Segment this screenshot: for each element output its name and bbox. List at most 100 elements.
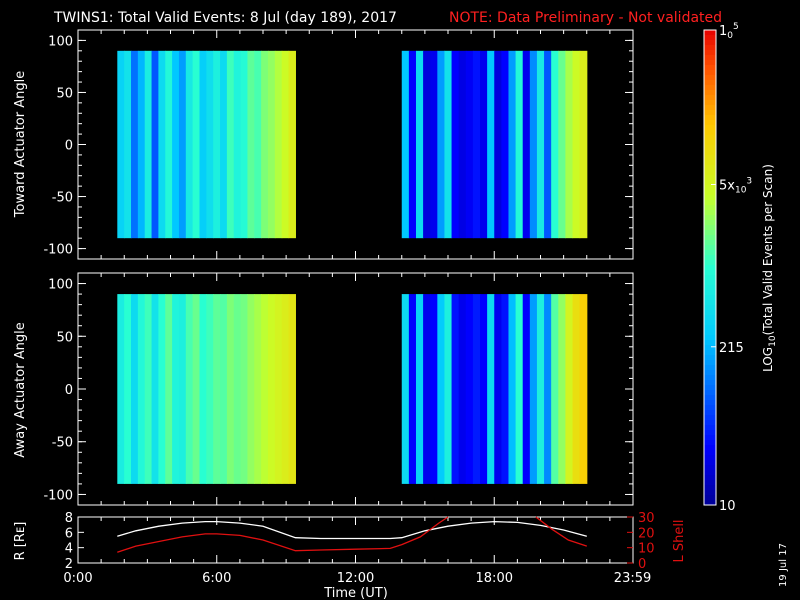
date-stamp: 19 Jul 17: [778, 543, 789, 587]
y-tick-label: 50: [56, 330, 73, 345]
colorbar-segment: [704, 335, 716, 341]
colorbar-segment: [704, 95, 716, 101]
colorbar-segment: [704, 200, 716, 206]
heatmap-column: [572, 294, 581, 484]
colorbar-segment: [704, 280, 716, 286]
heatmap-column: [131, 294, 139, 484]
colorbar-segment: [704, 150, 716, 156]
colorbar-segment: [704, 265, 716, 271]
x-tick-label: 0:00: [63, 571, 92, 586]
radius-line: [117, 520, 587, 540]
colorbar-segment: [704, 370, 716, 376]
heatmap-column: [137, 294, 146, 484]
colorbar-segment: [704, 250, 716, 256]
heatmap-column: [185, 50, 194, 239]
heatmap-column: [199, 50, 207, 239]
y-tick-label: 50: [56, 86, 73, 101]
colorbar-tick-label: 105: [719, 22, 739, 41]
away-angle-panel: 100 50 0 -50 -100: [43, 272, 634, 506]
colorbar-segment: [704, 410, 716, 416]
colorbar-tick-label: 215: [719, 341, 744, 356]
heatmap-column: [565, 50, 574, 239]
colorbar-segment: [704, 80, 716, 86]
colorbar-segment: [704, 405, 716, 411]
heatmap-column: [261, 294, 269, 484]
colorbar-segment: [704, 395, 716, 401]
colorbar-segment: [704, 375, 716, 381]
heatmap-column: [458, 294, 467, 484]
heatmap-column: [131, 50, 139, 239]
y-tick-label: 2: [65, 557, 73, 572]
colorbar-segment: [704, 440, 716, 446]
heatmap-column: [261, 50, 269, 239]
heatmap-column: [536, 50, 545, 239]
colorbar-segment: [704, 400, 716, 406]
heatmap-column: [551, 294, 559, 484]
colorbar-segment: [704, 125, 716, 131]
heatmap-column: [408, 294, 417, 484]
heatmap-column: [558, 294, 567, 484]
heatmap-column: [480, 294, 488, 484]
colorbar-segment: [704, 415, 716, 421]
lshell-line: [117, 516, 449, 553]
colorbar-segment: [704, 145, 716, 151]
y-right-tick-label: 0: [638, 557, 646, 572]
heatmap-column: [401, 294, 410, 484]
heatmap-column: [226, 294, 235, 484]
colorbar-segment: [704, 380, 716, 386]
y-right-tick-label: 10: [638, 542, 655, 557]
colorbar-segment: [704, 115, 716, 121]
heatmap-column: [144, 50, 153, 239]
colorbar-segment: [704, 455, 716, 461]
colorbar-segment: [704, 225, 716, 231]
heatmap-column: [522, 50, 531, 239]
heatmap-column: [551, 50, 559, 239]
colorbar-segment: [704, 300, 716, 306]
x-axis-label: Time (UT): [323, 586, 388, 600]
heatmap-column: [213, 50, 221, 239]
heatmap-column: [206, 294, 214, 484]
heatmap-column: [423, 294, 431, 484]
heatmap-column: [430, 294, 438, 484]
y-tick-label: 0: [65, 139, 73, 154]
heatmap-column: [451, 294, 460, 484]
heatmap-column: [165, 50, 173, 239]
heatmap-column: [178, 50, 187, 239]
colorbar-tick-label: 10: [719, 499, 736, 514]
colorbar-segment: [704, 30, 716, 36]
y-tick-label: -100: [43, 488, 73, 503]
colorbar-segment: [704, 190, 716, 196]
heatmap-column: [247, 50, 255, 239]
heatmap-column: [117, 294, 125, 484]
heatmap-column: [124, 294, 132, 484]
colorbar-segment: [704, 45, 716, 51]
x-tick-label: 6:00: [202, 571, 231, 586]
colorbar-segment: [704, 60, 716, 66]
colorbar-segment: [704, 275, 716, 281]
colorbar-segment: [704, 320, 716, 326]
heatmap-column: [494, 50, 502, 239]
colorbar-segment: [704, 195, 716, 201]
colorbar-segment: [704, 285, 716, 291]
colorbar-segment: [704, 430, 716, 436]
y-axis-label-radius: R [Rᴇ]: [13, 522, 28, 561]
heatmap-column: [515, 50, 524, 239]
heatmap-column: [501, 50, 510, 239]
heatmap-column: [117, 50, 125, 239]
colorbar-frame: [703, 29, 717, 506]
heatmap-column: [226, 50, 235, 239]
heatmap-column: [192, 50, 201, 239]
heatmap-column: [579, 50, 588, 239]
heatmap-column: [274, 50, 283, 239]
heatmap-column: [233, 50, 242, 239]
heatmap-column: [465, 50, 474, 239]
colorbar-segment: [704, 245, 716, 251]
heatmap-column: [415, 50, 424, 239]
colorbar-segment: [704, 185, 716, 191]
colorbar-segment: [704, 330, 716, 336]
colorbar-segment: [704, 470, 716, 476]
colorbar-segment: [704, 180, 716, 186]
colorbar-segment: [704, 240, 716, 246]
heatmap-column: [465, 294, 474, 484]
